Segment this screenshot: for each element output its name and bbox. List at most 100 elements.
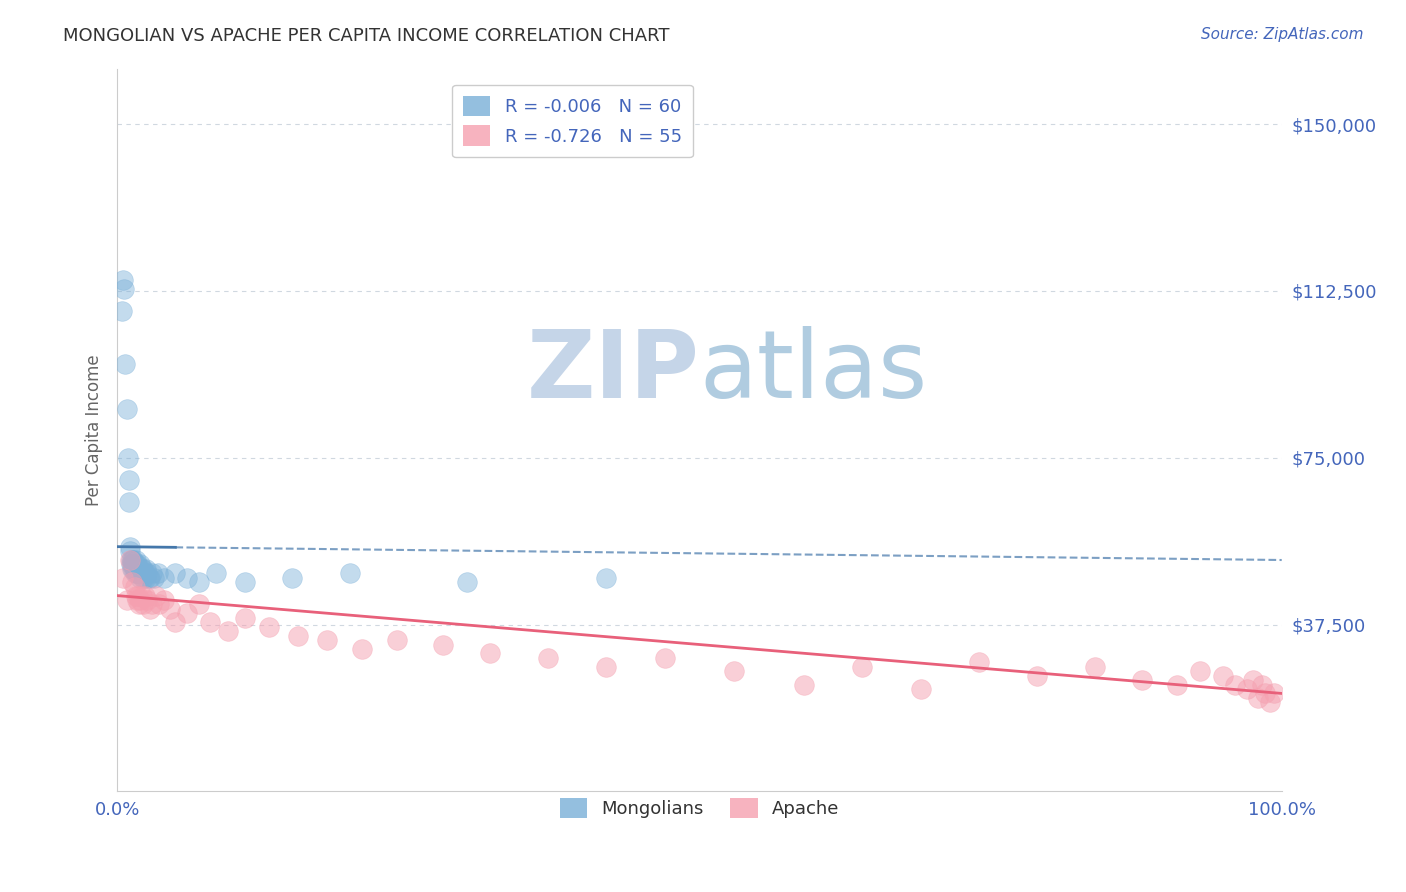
Point bbox=[122, 562, 145, 576]
Text: MONGOLIAN VS APACHE PER CAPITA INCOME CORRELATION CHART: MONGOLIAN VS APACHE PER CAPITA INCOME CO… bbox=[63, 27, 669, 45]
Point bbox=[129, 593, 152, 607]
Point bbox=[125, 553, 148, 567]
Point bbox=[128, 598, 150, 612]
Point bbox=[132, 598, 155, 612]
Point bbox=[187, 598, 209, 612]
Text: ZIP: ZIP bbox=[527, 326, 699, 418]
Y-axis label: Per Capita Income: Per Capita Income bbox=[86, 354, 103, 506]
Point bbox=[134, 589, 156, 603]
Point bbox=[139, 571, 162, 585]
Point bbox=[121, 575, 143, 590]
Point bbox=[141, 566, 163, 581]
Point bbox=[121, 553, 143, 567]
Point bbox=[456, 575, 478, 590]
Point bbox=[111, 571, 134, 585]
Point bbox=[128, 562, 150, 576]
Point bbox=[176, 607, 198, 621]
Point bbox=[165, 566, 187, 581]
Point bbox=[125, 566, 148, 581]
Point bbox=[129, 571, 152, 585]
Point bbox=[176, 571, 198, 585]
Point bbox=[118, 540, 141, 554]
Point bbox=[112, 282, 135, 296]
Point bbox=[128, 566, 150, 581]
Point bbox=[118, 495, 141, 509]
Point bbox=[125, 558, 148, 572]
Point bbox=[1084, 659, 1107, 673]
Point bbox=[132, 562, 155, 576]
Point bbox=[136, 566, 159, 581]
Point bbox=[1130, 673, 1153, 687]
Point bbox=[127, 566, 149, 581]
Point bbox=[152, 571, 174, 585]
Point bbox=[432, 638, 454, 652]
Point bbox=[125, 593, 148, 607]
Point bbox=[1241, 673, 1264, 687]
Point bbox=[233, 611, 256, 625]
Point bbox=[1236, 681, 1258, 696]
Point bbox=[1263, 686, 1285, 700]
Point bbox=[1212, 668, 1234, 682]
Text: atlas: atlas bbox=[699, 326, 928, 418]
Point bbox=[1189, 664, 1212, 678]
Point bbox=[125, 558, 148, 572]
Point bbox=[125, 589, 148, 603]
Point bbox=[159, 602, 181, 616]
Point bbox=[1223, 677, 1246, 691]
Point bbox=[135, 571, 157, 585]
Point bbox=[141, 598, 163, 612]
Point bbox=[115, 593, 138, 607]
Point bbox=[131, 589, 153, 603]
Point bbox=[124, 562, 146, 576]
Point bbox=[139, 602, 162, 616]
Point bbox=[132, 566, 155, 581]
Point bbox=[127, 589, 149, 603]
Point bbox=[129, 558, 152, 572]
Point bbox=[478, 647, 501, 661]
Point bbox=[287, 629, 309, 643]
Point bbox=[1026, 668, 1049, 682]
Point bbox=[124, 580, 146, 594]
Point bbox=[1251, 677, 1274, 691]
Point bbox=[115, 401, 138, 416]
Point bbox=[111, 304, 134, 318]
Point bbox=[143, 571, 166, 585]
Point bbox=[350, 642, 373, 657]
Point bbox=[281, 571, 304, 585]
Point bbox=[595, 659, 617, 673]
Point bbox=[120, 553, 142, 567]
Point bbox=[187, 575, 209, 590]
Point bbox=[136, 593, 159, 607]
Point bbox=[1166, 677, 1188, 691]
Point bbox=[129, 562, 152, 576]
Point bbox=[124, 562, 146, 576]
Point bbox=[851, 659, 873, 673]
Point bbox=[723, 664, 745, 678]
Point bbox=[122, 553, 145, 567]
Point bbox=[385, 633, 408, 648]
Point bbox=[127, 562, 149, 576]
Point bbox=[120, 558, 142, 572]
Legend: Mongolians, Apache: Mongolians, Apache bbox=[553, 790, 846, 826]
Point bbox=[217, 624, 239, 639]
Point bbox=[111, 273, 134, 287]
Point bbox=[1247, 690, 1270, 705]
Point bbox=[165, 615, 187, 630]
Point bbox=[125, 562, 148, 576]
Point bbox=[654, 651, 676, 665]
Point bbox=[339, 566, 361, 581]
Point bbox=[1254, 686, 1277, 700]
Point bbox=[118, 553, 141, 567]
Point bbox=[134, 566, 156, 581]
Point bbox=[121, 558, 143, 572]
Point bbox=[132, 571, 155, 585]
Point bbox=[118, 544, 141, 558]
Point bbox=[135, 562, 157, 576]
Point bbox=[118, 473, 141, 487]
Point bbox=[537, 651, 560, 665]
Point bbox=[595, 571, 617, 585]
Point bbox=[910, 681, 932, 696]
Point bbox=[200, 615, 222, 630]
Text: Source: ZipAtlas.com: Source: ZipAtlas.com bbox=[1201, 27, 1364, 42]
Point bbox=[148, 598, 170, 612]
